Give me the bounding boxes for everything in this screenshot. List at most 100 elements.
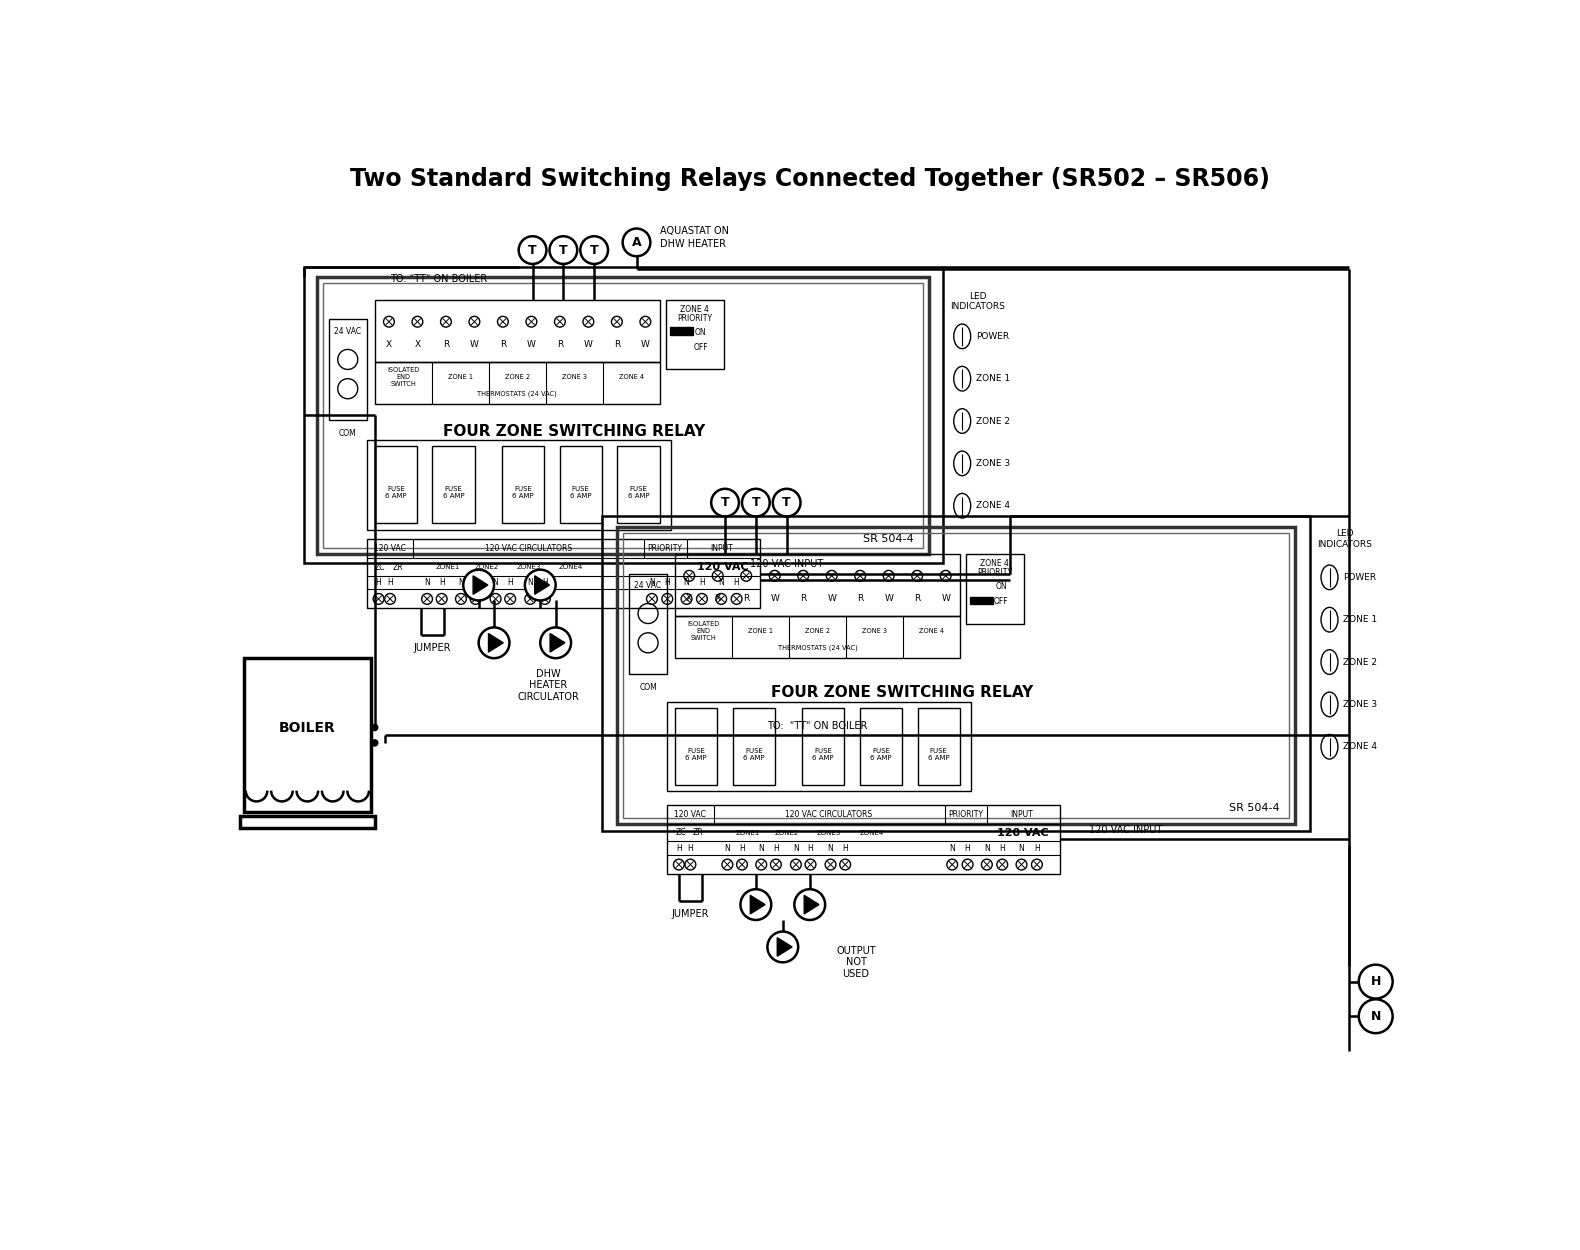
Text: H: H <box>387 579 393 587</box>
Text: R: R <box>799 595 806 604</box>
Text: W: W <box>828 595 836 604</box>
Text: T: T <box>752 496 760 509</box>
Text: FUSE
6 AMP: FUSE 6 AMP <box>512 486 534 499</box>
Text: ZONE 2: ZONE 2 <box>976 416 1010 425</box>
Text: ISOLATED
END
SWITCH: ISOLATED END SWITCH <box>387 368 419 388</box>
Text: H: H <box>842 844 848 852</box>
Text: FUSE
6 AMP: FUSE 6 AMP <box>812 748 834 761</box>
Text: PRIORITY: PRIORITY <box>948 810 983 819</box>
Polygon shape <box>534 576 550 594</box>
Bar <box>624 534 1289 818</box>
Text: 120 VAC INPUT: 120 VAC INPUT <box>1089 825 1161 835</box>
Text: DHW HEATER: DHW HEATER <box>659 239 725 249</box>
Text: ZC: ZC <box>374 562 386 571</box>
Text: H: H <box>542 579 548 587</box>
Bar <box>367 539 760 609</box>
Text: POWER: POWER <box>1343 572 1376 581</box>
Text: ZONE 2: ZONE 2 <box>1343 658 1378 666</box>
Bar <box>318 278 929 554</box>
Text: OUTPUT
NOT
USED: OUTPUT NOT USED <box>836 946 875 979</box>
Text: ZONE 4: ZONE 4 <box>1343 742 1378 751</box>
Text: 120 VAC: 120 VAC <box>374 544 406 554</box>
Bar <box>918 709 961 785</box>
Bar <box>602 516 1310 831</box>
Text: 120 VAC: 120 VAC <box>675 810 706 819</box>
Bar <box>243 659 371 812</box>
Bar <box>675 616 961 659</box>
Bar <box>374 446 417 524</box>
Text: ZONE 3: ZONE 3 <box>976 459 1010 468</box>
Text: ZONE1: ZONE1 <box>736 830 760 836</box>
Text: W: W <box>942 595 950 604</box>
Text: FUSE
6 AMP: FUSE 6 AMP <box>442 486 465 499</box>
Bar <box>329 320 367 420</box>
Text: ZONE 4: ZONE 4 <box>981 559 1010 568</box>
Text: ZONE 1: ZONE 1 <box>976 374 1010 384</box>
Bar <box>502 446 544 524</box>
Text: ZONE 3: ZONE 3 <box>863 629 886 634</box>
Text: TO:  "TT" ON BOILER: TO: "TT" ON BOILER <box>768 721 867 731</box>
Polygon shape <box>472 576 488 594</box>
Text: H: H <box>739 844 744 852</box>
Text: A: A <box>632 236 641 249</box>
Bar <box>374 300 659 361</box>
Text: N: N <box>423 579 430 587</box>
Polygon shape <box>750 895 765 914</box>
Text: OFF: OFF <box>994 598 1008 606</box>
Text: BOILER: BOILER <box>280 720 335 735</box>
Text: R: R <box>613 340 619 349</box>
Text: FUSE
6 AMP: FUSE 6 AMP <box>927 748 950 761</box>
Text: AQUASTAT ON: AQUASTAT ON <box>659 226 728 236</box>
Text: ZONE 1: ZONE 1 <box>747 629 773 634</box>
Bar <box>618 446 659 524</box>
Bar <box>675 709 717 785</box>
Text: ON: ON <box>695 328 706 338</box>
Text: X: X <box>714 595 720 604</box>
Text: W: W <box>528 340 536 349</box>
Text: W: W <box>469 340 479 349</box>
Text: FOUR ZONE SWITCHING RELAY: FOUR ZONE SWITCHING RELAY <box>771 685 1033 700</box>
Circle shape <box>768 931 798 962</box>
Text: DHW
HEATER
CIRCULATOR: DHW HEATER CIRCULATOR <box>517 669 578 701</box>
Bar <box>324 284 923 548</box>
Text: W: W <box>641 340 649 349</box>
Text: X: X <box>386 340 392 349</box>
Circle shape <box>795 889 825 920</box>
Text: T: T <box>782 496 792 509</box>
Text: ZONE 4: ZONE 4 <box>976 501 1010 510</box>
Circle shape <box>479 628 509 659</box>
Text: ISOLATED
END
SWITCH: ISOLATED END SWITCH <box>687 621 719 641</box>
Text: N: N <box>458 579 465 587</box>
Text: 120 VAC CIRCULATORS: 120 VAC CIRCULATORS <box>785 810 872 819</box>
Text: JUMPER: JUMPER <box>672 909 709 919</box>
Bar <box>803 709 844 785</box>
Text: T: T <box>720 496 730 509</box>
Text: H: H <box>733 579 739 587</box>
Text: N: N <box>528 579 532 587</box>
Text: ZONE 4: ZONE 4 <box>681 305 709 314</box>
Text: FUSE
6 AMP: FUSE 6 AMP <box>570 486 591 499</box>
Text: 24 VAC: 24 VAC <box>335 328 362 336</box>
Text: N: N <box>719 579 724 587</box>
Text: H: H <box>1370 975 1381 988</box>
Text: 24 VAC: 24 VAC <box>635 581 662 590</box>
Text: N: N <box>684 579 689 587</box>
Text: POWER: POWER <box>976 331 1010 341</box>
Text: ZONE 1: ZONE 1 <box>447 374 472 380</box>
Text: FUSE
6 AMP: FUSE 6 AMP <box>686 748 706 761</box>
Text: THERMOSTATS (24 VAC): THERMOSTATS (24 VAC) <box>477 391 558 398</box>
Text: TO: "TT" ON BOILER: TO: "TT" ON BOILER <box>390 274 487 284</box>
Circle shape <box>371 740 378 746</box>
Text: N: N <box>1019 844 1024 852</box>
Bar <box>618 528 1296 824</box>
Text: ZONE4: ZONE4 <box>559 564 583 570</box>
Text: PRIORITY: PRIORITY <box>648 544 683 554</box>
Text: ZONE 2: ZONE 2 <box>804 629 830 634</box>
Polygon shape <box>777 938 792 956</box>
Text: R: R <box>442 340 449 349</box>
Text: H: H <box>676 844 681 852</box>
Text: 120 VAC CIRCULATORS: 120 VAC CIRCULATORS <box>485 544 572 554</box>
Text: H: H <box>472 579 479 587</box>
Text: H: H <box>665 579 670 587</box>
Text: R: R <box>856 595 863 604</box>
